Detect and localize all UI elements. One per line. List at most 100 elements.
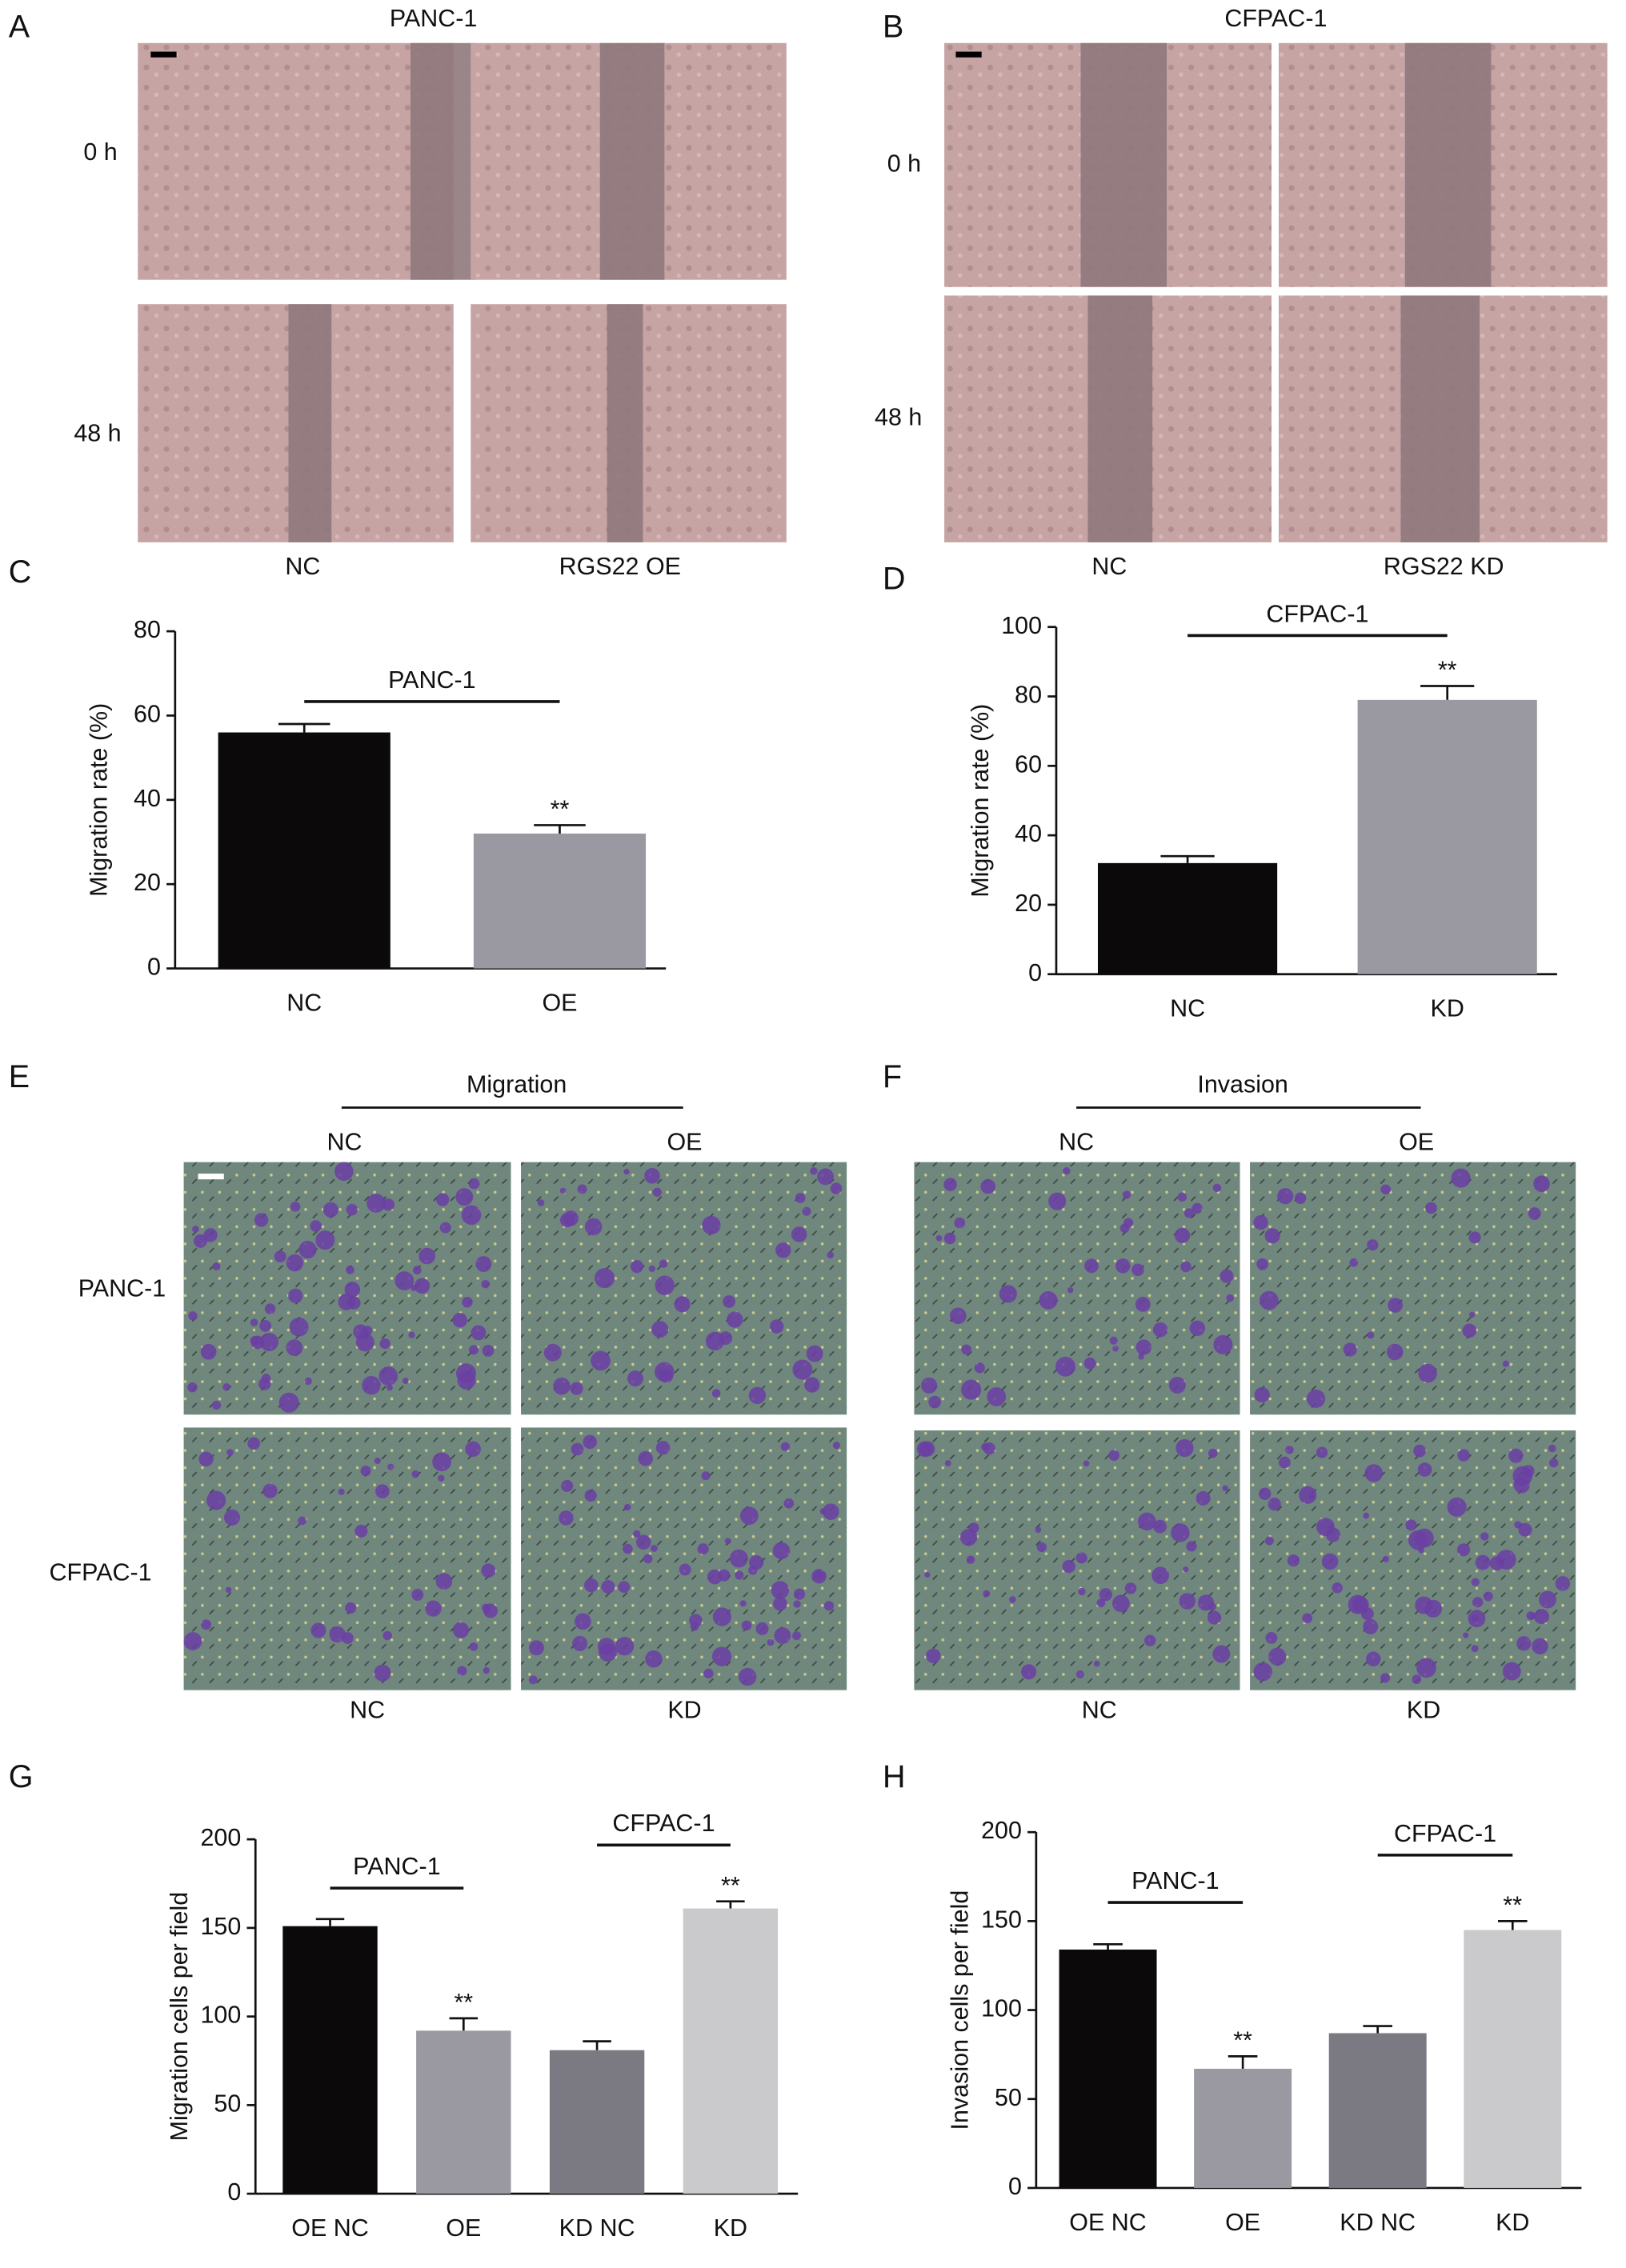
stained-cell bbox=[643, 1554, 653, 1564]
stained-cell bbox=[615, 1637, 635, 1656]
stained-cell bbox=[543, 1343, 562, 1362]
stained-cell bbox=[1518, 1522, 1532, 1537]
stained-cell bbox=[366, 1194, 386, 1213]
stained-cell bbox=[738, 1667, 757, 1686]
y-tick-label: 60 bbox=[1015, 750, 1042, 778]
stained-cell bbox=[1364, 1464, 1383, 1482]
bracket-label: CFPAC-1 bbox=[1266, 600, 1368, 627]
bracket-label: CFPAC-1 bbox=[612, 1810, 715, 1837]
scratch-gap bbox=[1404, 42, 1492, 287]
stained-cell bbox=[483, 1666, 490, 1674]
stained-cell bbox=[1386, 1343, 1404, 1361]
stained-cell bbox=[577, 1184, 587, 1194]
stained-cell bbox=[638, 1450, 654, 1466]
stained-cell bbox=[1380, 1673, 1391, 1683]
stained-cell bbox=[1207, 1610, 1222, 1625]
stained-cell bbox=[1152, 1322, 1168, 1338]
stained-cell bbox=[1186, 1541, 1197, 1552]
stained-cell bbox=[1548, 1458, 1559, 1468]
stained-cell bbox=[1480, 1532, 1489, 1541]
column-label: KD bbox=[667, 1697, 701, 1724]
column-label: KD bbox=[1407, 1697, 1440, 1724]
stained-cell bbox=[206, 1490, 226, 1510]
stained-cell bbox=[264, 1303, 276, 1314]
stained-cell bbox=[711, 1646, 732, 1666]
stained-cell bbox=[1294, 1192, 1307, 1205]
significance: ** bbox=[454, 1989, 473, 2016]
stained-cell bbox=[1414, 1528, 1434, 1548]
stained-cell bbox=[1363, 1512, 1370, 1519]
panel-label: A bbox=[9, 9, 30, 44]
stained-cell bbox=[623, 1503, 631, 1511]
stained-cell bbox=[741, 1620, 752, 1631]
stained-cell bbox=[792, 1631, 801, 1641]
stained-cell bbox=[950, 1307, 967, 1325]
stained-cell bbox=[1451, 1168, 1471, 1188]
x-tick-label: KD bbox=[1431, 995, 1464, 1022]
stained-cell bbox=[188, 1311, 198, 1321]
stained-cell bbox=[774, 1627, 791, 1644]
scratch-gap bbox=[410, 42, 475, 280]
stained-cell bbox=[652, 1187, 662, 1197]
stained-cell bbox=[1483, 1591, 1493, 1602]
stained-cell bbox=[310, 1220, 322, 1232]
stained-cell bbox=[375, 1484, 390, 1498]
bracket-label: PANC-1 bbox=[353, 1853, 440, 1880]
x-tick-label: KD bbox=[1496, 2209, 1529, 2236]
stained-cell bbox=[1502, 1360, 1509, 1367]
stained-cell bbox=[1418, 1363, 1437, 1383]
stained-cell bbox=[1533, 1175, 1550, 1193]
stained-cell bbox=[724, 1538, 731, 1545]
bar bbox=[1464, 1930, 1562, 2188]
stained-cell bbox=[201, 1619, 212, 1630]
stained-cell bbox=[465, 1441, 481, 1458]
stained-cell bbox=[1138, 1512, 1156, 1531]
stained-cell bbox=[1175, 1438, 1194, 1458]
stained-cell bbox=[462, 1297, 473, 1308]
stained-cell bbox=[1265, 1631, 1278, 1644]
stained-cell bbox=[1253, 1662, 1272, 1682]
stained-cell bbox=[310, 1622, 326, 1638]
stained-cell bbox=[344, 1282, 361, 1298]
stained-cell bbox=[1268, 1498, 1281, 1511]
stained-cell bbox=[1516, 1636, 1532, 1651]
y-tick-label: 50 bbox=[214, 2090, 241, 2117]
stained-cell bbox=[419, 1247, 435, 1265]
stained-cell bbox=[468, 1345, 479, 1355]
bar bbox=[1328, 2033, 1427, 2188]
stained-cell bbox=[983, 1442, 995, 1455]
panel-label: G bbox=[9, 1759, 34, 1794]
panel-title: CFPAC-1 bbox=[1224, 5, 1327, 32]
bar bbox=[1097, 862, 1278, 974]
stained-cell bbox=[1067, 1287, 1074, 1294]
stained-cell bbox=[481, 1563, 496, 1578]
stained-cell bbox=[1183, 1208, 1194, 1218]
column-label: NC bbox=[350, 1697, 385, 1724]
y-tick-label: 200 bbox=[200, 1824, 241, 1851]
stained-cell bbox=[222, 1382, 230, 1391]
bar bbox=[1059, 1949, 1157, 2188]
x-tick-label: KD bbox=[714, 2214, 747, 2242]
significance: ** bbox=[551, 796, 570, 823]
column-label: NC bbox=[1059, 1128, 1094, 1155]
stained-cell bbox=[1332, 1582, 1343, 1594]
stained-cell bbox=[650, 1545, 658, 1552]
stained-cell bbox=[223, 1509, 240, 1526]
stained-cell bbox=[322, 1202, 338, 1218]
stained-cell bbox=[601, 1579, 615, 1594]
y-tick-label: 200 bbox=[981, 1817, 1022, 1844]
stained-cell bbox=[921, 1377, 938, 1394]
stained-cell bbox=[702, 1215, 721, 1235]
column-label: OE bbox=[667, 1128, 702, 1155]
micrograph bbox=[914, 1162, 1240, 1415]
stained-cell bbox=[1138, 1354, 1144, 1360]
stained-cell bbox=[1502, 1662, 1521, 1681]
stained-cell bbox=[528, 1675, 538, 1685]
stained-cell bbox=[1405, 1519, 1417, 1531]
y-tick-label: 150 bbox=[200, 1913, 241, 1940]
stained-cell bbox=[1530, 1613, 1536, 1619]
stained-cell bbox=[260, 1332, 279, 1351]
stained-cell bbox=[187, 1382, 198, 1393]
stained-cell bbox=[1177, 1192, 1187, 1202]
